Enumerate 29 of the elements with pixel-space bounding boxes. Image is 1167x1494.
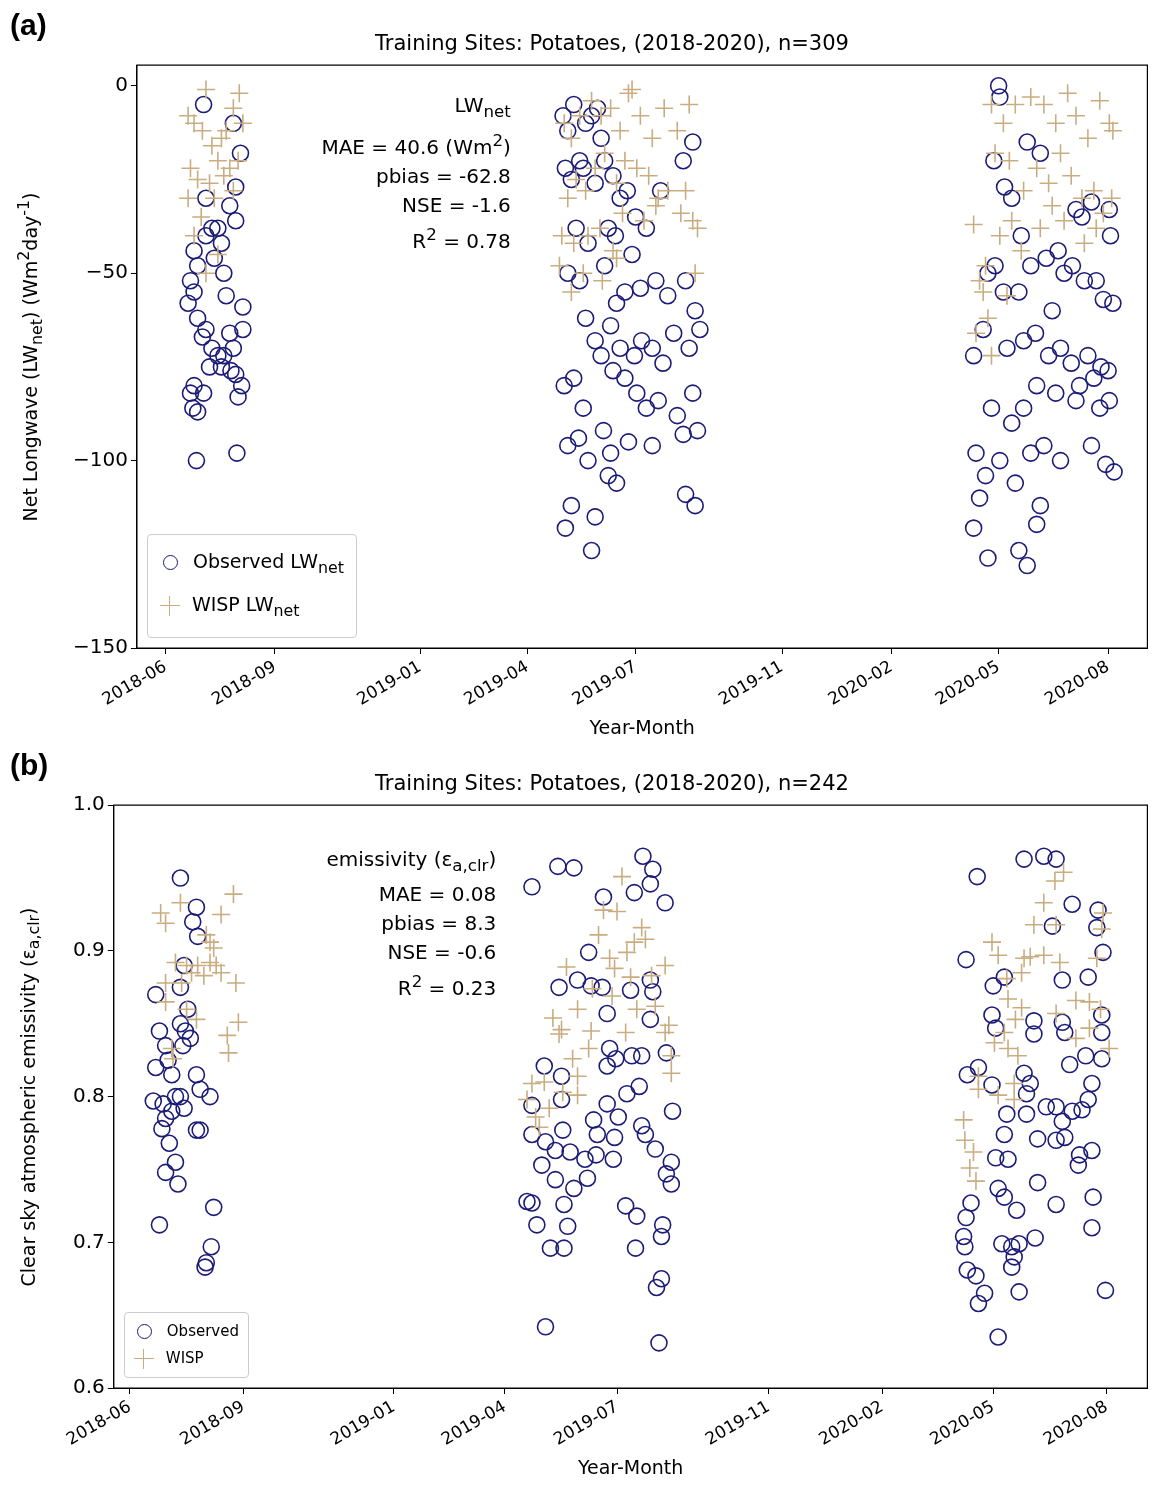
legend-label: Observed LW$_{net}$ [192, 550, 344, 578]
annotation: MAE = 40.6 (Wm$^{2}$) [321, 130, 511, 161]
annotation: emissivity (ε$_{a,clr}$) [326, 846, 497, 878]
y-tick-label: −50 [85, 259, 128, 284]
x-axis-title: Year-Month [588, 715, 695, 738]
y-tick-label: 0.9 [72, 937, 105, 962]
x-axis-title: Year-Month [576, 1455, 684, 1478]
annotation: pbias = 8.3 [380, 910, 497, 938]
y-tick-label: −150 [72, 634, 128, 659]
legend-label: WISP LW$_{net}$ [191, 593, 300, 621]
text: (a) [10, 8, 47, 42]
y-tick-label: 0.6 [72, 1374, 105, 1399]
y-tick-label: 0.7 [72, 1228, 105, 1253]
annotation: LW$_{net}$ [453, 92, 511, 124]
annotation: NSE = -1.6 [401, 191, 511, 219]
legend-label: WISP [165, 1349, 204, 1368]
y-tick-label: 0.8 [72, 1082, 105, 1107]
legend-label: Observed [166, 1322, 239, 1341]
annotation: R$^{2}$ = 0.23 [396, 971, 497, 1002]
y-tick-label: 0 [115, 72, 128, 97]
annotation: NSE = -0.6 [386, 939, 497, 967]
chart-title: Training Sites: Potatoes, (2018-2020), n=309 [374, 31, 849, 56]
y-tick-label: 1.0 [72, 791, 105, 816]
y-tick-label: −100 [72, 446, 128, 471]
text: (b) [10, 748, 49, 782]
annotation: pbias = -62.8 [374, 162, 511, 190]
annotation: MAE = 0.08 [377, 881, 497, 909]
annotation: R$^{2}$ = 0.78 [411, 223, 511, 255]
chart-title: Training Sites: Potatoes, (2018-2020), n=242 [374, 771, 849, 796]
